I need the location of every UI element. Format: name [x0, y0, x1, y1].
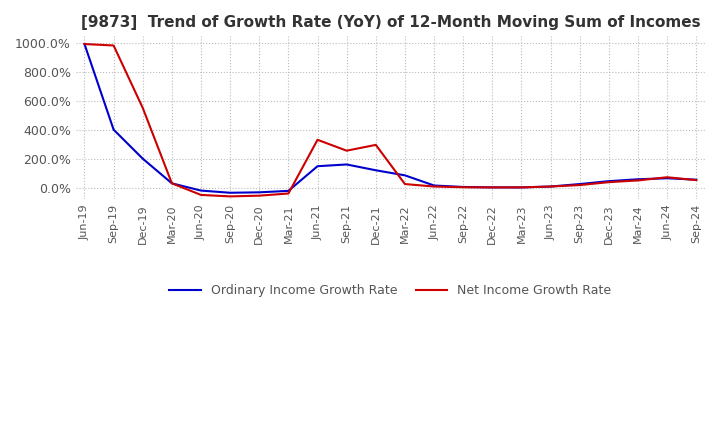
Ordinary Income Growth Rate	[197, 188, 205, 193]
Ordinary Income Growth Rate	[342, 162, 351, 167]
Net Income Growth Rate	[605, 180, 613, 185]
Net Income Growth Rate	[400, 181, 409, 187]
Ordinary Income Growth Rate	[459, 184, 467, 190]
Net Income Growth Rate	[255, 193, 264, 198]
Net Income Growth Rate	[372, 142, 380, 147]
Net Income Growth Rate	[488, 185, 497, 190]
Net Income Growth Rate	[168, 181, 176, 186]
Net Income Growth Rate	[284, 191, 293, 196]
Ordinary Income Growth Rate	[284, 188, 293, 194]
Net Income Growth Rate	[138, 105, 147, 110]
Ordinary Income Growth Rate	[109, 127, 118, 132]
Ordinary Income Growth Rate	[605, 179, 613, 184]
Net Income Growth Rate	[342, 148, 351, 153]
Net Income Growth Rate	[430, 184, 438, 189]
Net Income Growth Rate	[197, 192, 205, 198]
Ordinary Income Growth Rate	[80, 41, 89, 47]
Net Income Growth Rate	[517, 185, 526, 190]
Net Income Growth Rate	[546, 184, 555, 189]
Ordinary Income Growth Rate	[138, 156, 147, 161]
Net Income Growth Rate	[663, 175, 672, 180]
Legend: Ordinary Income Growth Rate, Net Income Growth Rate: Ordinary Income Growth Rate, Net Income …	[164, 279, 616, 302]
Ordinary Income Growth Rate	[168, 181, 176, 186]
Ordinary Income Growth Rate	[430, 183, 438, 188]
Ordinary Income Growth Rate	[313, 164, 322, 169]
Net Income Growth Rate	[80, 41, 89, 47]
Ordinary Income Growth Rate	[663, 176, 672, 181]
Ordinary Income Growth Rate	[488, 185, 497, 190]
Line: Ordinary Income Growth Rate: Ordinary Income Growth Rate	[84, 44, 696, 193]
Line: Net Income Growth Rate: Net Income Growth Rate	[84, 44, 696, 196]
Ordinary Income Growth Rate	[634, 176, 642, 182]
Title: [9873]  Trend of Growth Rate (YoY) of 12-Month Moving Sum of Incomes: [9873] Trend of Growth Rate (YoY) of 12-…	[81, 15, 700, 30]
Net Income Growth Rate	[226, 194, 235, 199]
Net Income Growth Rate	[459, 185, 467, 190]
Net Income Growth Rate	[313, 137, 322, 143]
Ordinary Income Growth Rate	[546, 184, 555, 189]
Ordinary Income Growth Rate	[226, 190, 235, 195]
Ordinary Income Growth Rate	[400, 173, 409, 178]
Net Income Growth Rate	[692, 177, 701, 183]
Net Income Growth Rate	[575, 183, 584, 188]
Ordinary Income Growth Rate	[692, 177, 701, 182]
Net Income Growth Rate	[634, 178, 642, 183]
Ordinary Income Growth Rate	[575, 181, 584, 187]
Net Income Growth Rate	[109, 43, 118, 48]
Ordinary Income Growth Rate	[255, 190, 264, 195]
Ordinary Income Growth Rate	[517, 185, 526, 190]
Ordinary Income Growth Rate	[372, 168, 380, 173]
